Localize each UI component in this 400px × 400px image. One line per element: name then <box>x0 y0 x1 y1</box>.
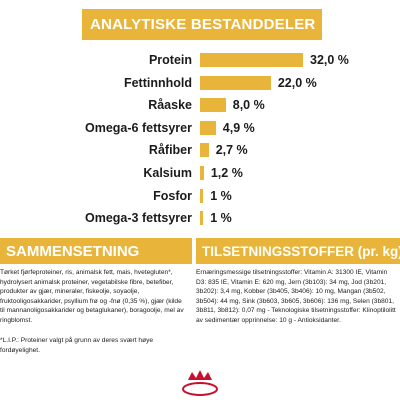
value-label: 32,0 % <box>310 53 349 67</box>
value-label: 1 % <box>210 211 232 226</box>
bar <box>200 143 209 158</box>
value-label: 1,2 % <box>210 166 243 180</box>
bar <box>200 75 271 90</box>
category-label: Råfiber <box>148 143 192 158</box>
category-label: Råaske <box>148 98 192 113</box>
value-label: 2,7 % <box>215 143 248 158</box>
additives-text: Ernæringsmessige tilsetningsstoffer: Vit… <box>196 269 396 324</box>
section-title: SAMMENSETNING <box>0 238 192 264</box>
chart-title: ANALYTISKE BESTANDDELER <box>82 9 322 40</box>
category-label: Kalsium <box>143 166 192 180</box>
value-label: 1 % <box>210 188 232 203</box>
category-label: Protein <box>148 53 192 67</box>
bar <box>200 53 303 67</box>
value-label: 8,0 % <box>232 98 265 113</box>
value-label: 22,0 % <box>277 75 317 90</box>
bar <box>200 98 226 113</box>
category-label: Fosfor <box>153 188 192 203</box>
logo-crown <box>188 370 212 380</box>
category-label: Fettinnhold <box>123 75 192 90</box>
composition-note: *L.I.P.: Proteiner valgt på grunn av der… <box>0 337 154 354</box>
category-label: Omega-6 fettsyrer <box>85 120 192 135</box>
logo <box>182 370 218 396</box>
composition-text: Tørket fjørfeproteiner, ris, animalsk fe… <box>0 269 184 324</box>
logo-ellipse <box>182 382 218 396</box>
section-title: TILSETNINGSSTOFFER (pr. kg) <box>196 238 400 264</box>
value-label: 4,9 % <box>222 120 255 135</box>
category-label: Omega-3 fettsyrer <box>85 211 192 226</box>
bar <box>200 188 204 203</box>
bar <box>200 211 204 226</box>
bar <box>200 166 204 180</box>
bar <box>200 120 216 135</box>
